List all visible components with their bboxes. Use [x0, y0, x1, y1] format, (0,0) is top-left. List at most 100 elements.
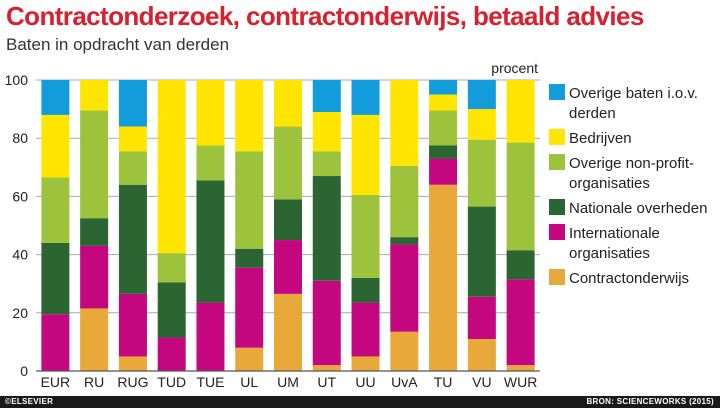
bar-ru-series-2 — [80, 218, 109, 246]
bar-ut-series-3 — [312, 151, 341, 177]
bar-uva-series-2 — [390, 237, 419, 245]
legend-swatch-2 — [549, 154, 565, 170]
legend-label-4-line-0: Internationale — [569, 225, 660, 242]
bar-vu-series-0 — [467, 338, 496, 371]
bar-ul-series-3 — [235, 151, 264, 249]
bar-uva-series-4 — [390, 80, 419, 166]
legend-label-4-line-1: organisaties — [569, 245, 650, 262]
x-tick-label-ru: RU — [84, 374, 104, 390]
bar-ul-series-4 — [235, 80, 264, 152]
bar-ut-series-0 — [312, 365, 341, 371]
x-tick-label-ut: UT — [317, 374, 336, 390]
footer-bar: ©ELSEVIER BRON: SCIENCEWORKS (2015) — [0, 396, 720, 408]
legend-swatch-1 — [549, 129, 565, 145]
bar-vu-series-2 — [467, 206, 496, 297]
x-tick-label-tu: TU — [434, 374, 453, 390]
legend-swatch-3 — [549, 199, 565, 215]
legend-swatch-0 — [549, 84, 565, 100]
x-tick-label-ul: UL — [240, 374, 258, 390]
bar-ru-series-1 — [80, 245, 109, 309]
bar-rug-series-2 — [118, 184, 147, 294]
bar-tud-series-4 — [157, 80, 186, 254]
bar-tue-series-1 — [196, 302, 225, 371]
bar-eur-series-5 — [41, 80, 70, 115]
bar-rug-series-4 — [118, 126, 147, 152]
x-tick-label-tud: TUD — [157, 374, 186, 390]
bar-uva-series-3 — [390, 165, 419, 238]
bar-tud-series-2 — [157, 282, 186, 338]
publisher-credit: ©ELSEVIER — [5, 397, 54, 406]
legend-swatch-4 — [549, 224, 565, 240]
bar-rug-series-5 — [118, 80, 147, 127]
bar-wur-series-1 — [506, 279, 535, 366]
chart-subtitle: Baten in opdracht van derden — [6, 35, 230, 54]
x-tick-label-rug: RUG — [117, 374, 148, 390]
bar-ut-series-2 — [312, 176, 341, 281]
bar-ru-series-0 — [80, 308, 109, 371]
bar-uu-series-4 — [351, 114, 380, 195]
bar-um-series-4 — [274, 80, 302, 127]
bar-eur-series-3 — [41, 177, 70, 243]
bar-tu-series-5 — [429, 80, 458, 95]
x-tick-label-tue: TUE — [196, 374, 224, 390]
x-tick-label-wur: WUR — [504, 374, 537, 390]
x-tick-label-eur: EUR — [41, 374, 71, 390]
bar-vu-series-5 — [467, 80, 496, 110]
bar-tu-series-4 — [429, 94, 458, 111]
bar-vu-series-4 — [467, 109, 496, 140]
bar-uva-series-1 — [390, 244, 419, 332]
source-credit: BRON: SCIENCEWORKS (2015) — [586, 397, 714, 406]
bar-eur-series-4 — [41, 114, 70, 178]
y-tick-label-80: 80 — [12, 130, 28, 146]
y-tick-label-20: 20 — [12, 305, 28, 321]
bar-ut-series-5 — [312, 80, 341, 113]
y-tick-label-100: 100 — [5, 72, 29, 88]
bar-tud-series-1 — [157, 337, 186, 371]
bar-rug-series-1 — [118, 293, 147, 357]
legend-label-0-line-1: derden — [569, 105, 616, 122]
stacked-bar-chart: 0 20 40 60 80 100 procent EUR RU RUG TUD TUE UL UM UT U… — [5, 60, 708, 390]
bar-uva-series-0 — [390, 331, 419, 371]
legend-label-1-line-0: Bedrijven — [569, 130, 632, 147]
y-tick-label-60: 60 — [12, 188, 28, 204]
legend-label-2-line-0: Overige non-profit- — [569, 155, 694, 172]
bar-vu-series-1 — [467, 296, 496, 339]
legend-label-5-line-0: Contractonderwijs — [569, 270, 689, 287]
bar-ul-series-1 — [235, 267, 264, 348]
legend-label-0-line-0: Overige baten i.o.v. — [569, 85, 698, 102]
bar-rug-series-0 — [118, 356, 147, 371]
bar-ru-series-3 — [80, 110, 109, 219]
bar-tue-series-3 — [196, 145, 225, 181]
bar-wur-series-3 — [506, 142, 535, 251]
bar-ut-series-4 — [312, 112, 341, 152]
bar-tu-series-2 — [429, 145, 458, 159]
bar-tue-series-4 — [196, 80, 225, 146]
bar-um-series-2 — [274, 199, 302, 241]
y-axis-unit-label: procent — [491, 60, 538, 76]
x-tick-label-uva: UvA — [391, 374, 418, 390]
bar-wur-series-2 — [506, 250, 535, 280]
bar-uu-series-1 — [351, 302, 380, 357]
bar-wur-series-4 — [506, 80, 535, 143]
y-tick-label-0: 0 — [20, 363, 28, 379]
bar-um-series-3 — [274, 126, 302, 200]
bar-tu-series-3 — [429, 110, 458, 146]
bar-tu-series-0 — [429, 184, 458, 371]
bar-uu-series-2 — [351, 277, 380, 303]
bar-uu-series-5 — [351, 80, 380, 115]
legend-label-2-line-1: organisaties — [569, 175, 650, 192]
bar-tue-series-2 — [196, 180, 225, 303]
bar-vu-series-3 — [467, 139, 496, 207]
bar-um-series-1 — [274, 240, 302, 294]
bar-ru-series-4 — [80, 80, 109, 111]
y-tick-label-40: 40 — [12, 247, 28, 263]
bar-uu-series-0 — [351, 356, 380, 371]
bar-ul-series-2 — [235, 248, 264, 268]
bar-eur-series-1 — [41, 314, 70, 371]
legend-label-3-line-0: Nationale overheden — [569, 200, 707, 217]
legend-swatch-5 — [549, 269, 565, 285]
bar-tud-series-3 — [157, 253, 186, 283]
bar-rug-series-3 — [118, 151, 147, 185]
bar-ut-series-1 — [312, 280, 341, 366]
bar-wur-series-0 — [506, 365, 535, 371]
